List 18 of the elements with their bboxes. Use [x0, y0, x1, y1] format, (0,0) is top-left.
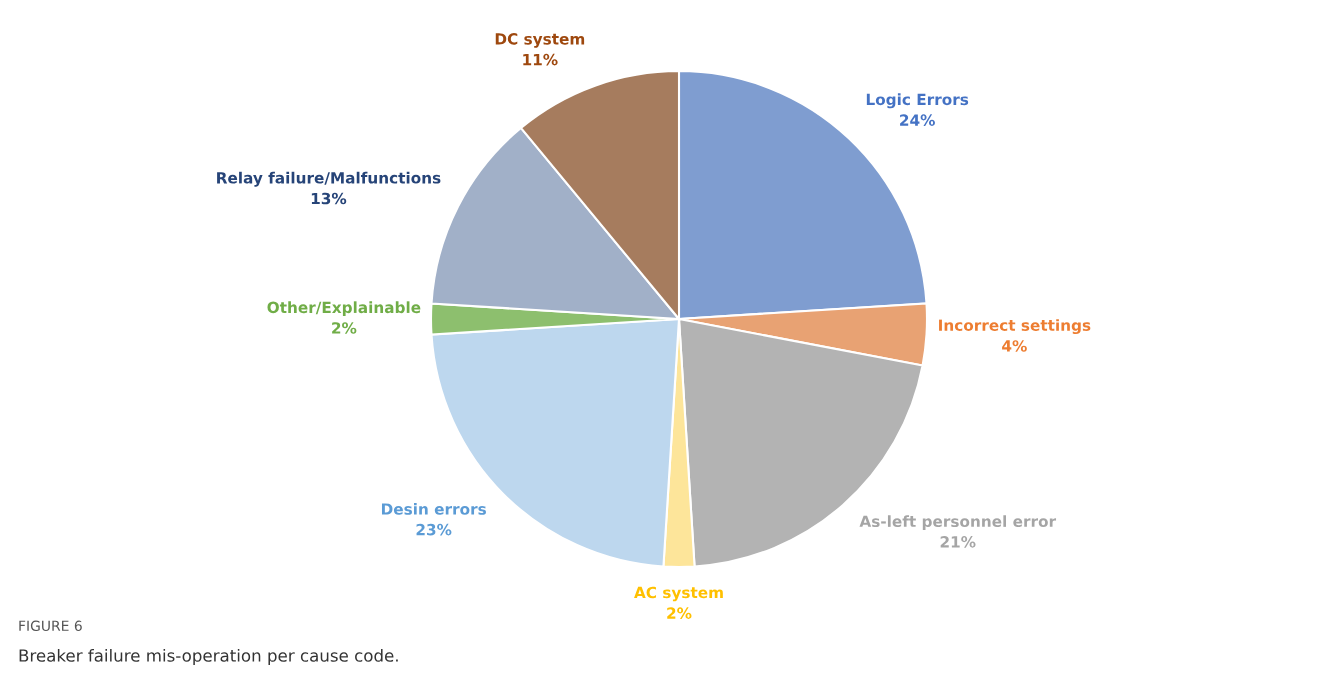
data-label: 4% — [1002, 340, 1027, 352]
data-label: 23% — [416, 523, 452, 536]
slice-label: AC system — [634, 586, 723, 602]
slice-label: Incorrect settings — [939, 319, 1091, 335]
slice-label: Other/Explainable — [267, 301, 421, 317]
text: Breaker failure mis-operation per cause code. — [19, 648, 398, 666]
data-label: 21% — [940, 536, 976, 548]
data-label: 13% — [311, 192, 347, 205]
slice-label: Logic Errors — [866, 93, 969, 109]
slice-label: Desin errors — [381, 502, 486, 515]
slice-label: Relay failure/Malfunctions — [217, 171, 441, 187]
slice-label: As-left personnel error — [859, 515, 1057, 531]
slice-label: DC system — [495, 33, 585, 48]
data-label: 24% — [900, 114, 935, 126]
caption: FIGURE 6 — [19, 620, 82, 632]
data-label: 11% — [523, 53, 558, 66]
data-label: 2% — [667, 607, 692, 619]
data-label: 2% — [332, 322, 357, 334]
